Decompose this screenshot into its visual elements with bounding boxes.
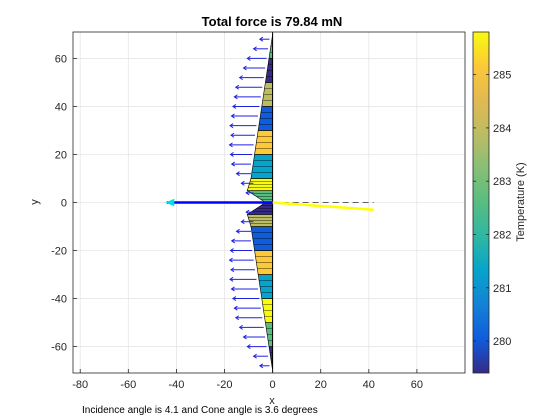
- surface-force-arrowhead: [233, 305, 238, 311]
- surface-force-arrowhead: [246, 344, 251, 350]
- colorbar-tick-label: 281: [493, 283, 511, 295]
- surface-mesh: [246, 32, 274, 373]
- surface-force-arrowhead: [234, 315, 240, 321]
- surface-force-arrows: [228, 36, 270, 369]
- colorbar-ticks: 280 281 282 283 284 285: [473, 70, 511, 348]
- x-ticks: -80 -60 -40 -20 0 20 40 60: [72, 369, 423, 391]
- surface-force-arrowhead: [232, 296, 237, 301]
- annotation-text: Incidence angle is 4.1 and Cone angle is…: [82, 405, 318, 416]
- surface-force-arrowhead: [228, 142, 233, 148]
- incident-beam-line: [272, 201, 374, 211]
- surface-force-arrowhead: [232, 104, 237, 109]
- y-tick-label: -60: [51, 342, 67, 354]
- surface-force-arrowhead: [230, 267, 235, 273]
- x-tick-label: -40: [168, 379, 184, 391]
- x-tick-label: -20: [217, 379, 233, 391]
- surface-force-arrowhead: [234, 84, 240, 90]
- colorbar-tick-label: 280: [493, 336, 511, 348]
- x-tick-label: 40: [363, 379, 375, 391]
- x-tick-label: 60: [411, 379, 423, 391]
- surface-force-arrowhead: [246, 55, 251, 61]
- y-tick-label: -40: [51, 294, 67, 306]
- surface-force-arrowhead: [229, 248, 234, 253]
- y-tick-label: 40: [55, 101, 67, 113]
- total-force-arrowhead: [165, 198, 175, 207]
- y-ticks: -60 -40 -20 0 20 40 60: [51, 53, 77, 354]
- y-axis-label: y: [29, 199, 41, 205]
- surface-force-arrowhead: [233, 94, 238, 100]
- colorbar-tick-label: 284: [493, 123, 511, 135]
- surface-force-arrowhead: [230, 286, 235, 292]
- chart-title: Total force is 79.84 mN: [202, 14, 343, 29]
- surface-force-arrowhead: [245, 190, 250, 196]
- force-vectors: [165, 198, 374, 211]
- surface-force-arrowhead: [230, 238, 236, 244]
- surface-force-arrowhead: [238, 75, 243, 81]
- surface-force-arrowhead: [258, 363, 264, 369]
- x-axis-label: x: [269, 395, 275, 407]
- y-tick-label: 20: [55, 149, 67, 161]
- y-tick-label: -20: [51, 246, 67, 258]
- x-tick-label: -60: [120, 379, 136, 391]
- surface-force-arrowhead: [242, 65, 247, 71]
- x-tick-label: 0: [270, 379, 276, 391]
- colorbar: 280 281 282 283 284 285 Temperature (K): [472, 31, 527, 374]
- y-tick-label: 0: [61, 198, 67, 210]
- surface-force-arrowhead: [229, 123, 234, 129]
- surface-force-arrowhead: [235, 228, 240, 234]
- surface-force-arrowhead: [230, 132, 235, 138]
- surface-force-arrowhead: [245, 209, 250, 215]
- surface-force-arrowhead: [240, 219, 245, 225]
- surface-force-arrowhead: [228, 257, 233, 263]
- x-tick-label: -80: [72, 379, 88, 391]
- surface-force-arrowhead: [235, 171, 240, 177]
- surface-force-arrowhead: [242, 334, 247, 340]
- surface-force-arrowhead: [258, 36, 264, 42]
- colorbar-label: Temperature (K): [515, 162, 527, 241]
- x-tick-label: 20: [315, 379, 327, 391]
- surface-force-arrowhead: [230, 161, 236, 167]
- surface-force-arrowhead: [240, 180, 245, 186]
- colorbar-tick-label: 282: [493, 229, 511, 241]
- surface-force-arrowhead: [252, 353, 257, 359]
- surface-force-arrowhead: [252, 46, 257, 52]
- surface-force-arrowhead: [229, 276, 234, 282]
- colorbar-gradient: [472, 31, 490, 374]
- surface-force-arrowhead: [238, 324, 243, 330]
- surface-force-arrowhead: [230, 113, 235, 119]
- colorbar-tick-label: 285: [493, 70, 511, 82]
- colorbar-tick-label: 283: [493, 176, 511, 188]
- y-tick-label: 60: [55, 53, 67, 65]
- surface-force-arrowhead: [229, 152, 234, 157]
